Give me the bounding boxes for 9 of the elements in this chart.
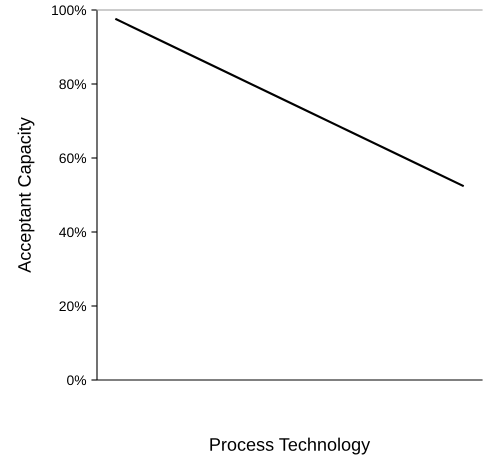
y-tick-label: 80% [59, 79, 86, 90]
y-tick-label: 60% [59, 153, 86, 164]
line-series [115, 18, 464, 187]
y-axis-title: Acceptant Capacity [18, 117, 34, 273]
y-tick-label: 40% [59, 227, 86, 238]
y-tick-label: 20% [59, 301, 86, 312]
y-tick-label: 100% [52, 5, 86, 16]
y-tick-label: 0% [67, 375, 86, 386]
x-axis-title: Process Technology [210, 438, 370, 454]
